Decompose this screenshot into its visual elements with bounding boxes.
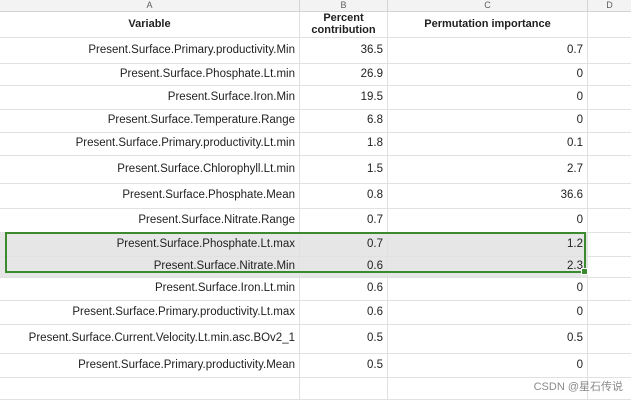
- column-header-c[interactable]: C: [388, 0, 588, 11]
- empty-cell[interactable]: [588, 156, 631, 183]
- percent-contribution-cell[interactable]: 36.5: [300, 38, 388, 63]
- permutation-importance-cell[interactable]: 0.5: [388, 325, 588, 353]
- variable-cell[interactable]: Present.Surface.Phosphate.Mean: [0, 184, 300, 208]
- variable-cell[interactable]: Present.Surface.Phosphate.Lt.min: [0, 64, 300, 85]
- percent-contribution-cell[interactable]: 0.6: [300, 257, 388, 277]
- percent-contribution-cell[interactable]: 0.6: [300, 301, 388, 324]
- empty-cell[interactable]: [588, 209, 631, 232]
- empty-cell[interactable]: [588, 38, 631, 63]
- header-variable[interactable]: Variable: [0, 12, 300, 37]
- percent-contribution-cell[interactable]: 19.5: [300, 86, 388, 109]
- variable-cell[interactable]: Present.Surface.Temperature.Range: [0, 110, 300, 132]
- percent-contribution-cell[interactable]: 0.7: [300, 233, 388, 256]
- variable-cell[interactable]: Present.Surface.Phosphate.Lt.max: [0, 233, 300, 256]
- variable-cell[interactable]: Present.Surface.Primary.productivity.Mea…: [0, 354, 300, 377]
- permutation-importance-cell[interactable]: 2.7: [388, 156, 588, 183]
- permutation-importance-cell[interactable]: 0: [388, 110, 588, 132]
- percent-contribution-cell[interactable]: 1.8: [300, 133, 388, 155]
- empty-cell[interactable]: [588, 233, 631, 256]
- empty-cell[interactable]: [588, 301, 631, 324]
- permutation-importance-cell[interactable]: 0.1: [388, 133, 588, 155]
- empty-cell[interactable]: [588, 86, 631, 109]
- empty-cell[interactable]: [300, 378, 388, 399]
- column-header-bar: A B C D: [0, 0, 631, 12]
- variable-cell[interactable]: Present.Surface.Primary.productivity.Lt.…: [0, 133, 300, 155]
- table-row: Present.Surface.Primary.productivity.Mea…: [0, 354, 631, 378]
- table-row: Present.Surface.Chlorophyll.Lt.min 1.5 2.7: [0, 156, 631, 184]
- table-row: Present.Surface.Current.Velocity.Lt.min.…: [0, 325, 631, 354]
- percent-contribution-cell[interactable]: 0.5: [300, 325, 388, 353]
- variable-cell[interactable]: Present.Surface.Nitrate.Min: [0, 257, 300, 277]
- empty-cell[interactable]: [588, 278, 631, 300]
- variable-cell[interactable]: Present.Surface.Current.Velocity.Lt.min.…: [0, 325, 300, 353]
- variable-cell[interactable]: Present.Surface.Nitrate.Range: [0, 209, 300, 232]
- percent-contribution-cell[interactable]: 0.5: [300, 354, 388, 377]
- empty-cell[interactable]: [588, 325, 631, 353]
- table-row: Present.Surface.Nitrate.Min 0.6 2.3: [0, 257, 631, 278]
- header-permutation-importance[interactable]: Permutation importance: [388, 12, 588, 37]
- percent-contribution-cell[interactable]: 6.8: [300, 110, 388, 132]
- table-row: Present.Surface.Primary.productivity.Lt.…: [0, 301, 631, 325]
- variable-cell[interactable]: Present.Surface.Primary.productivity.Min: [0, 38, 300, 63]
- percent-contribution-cell[interactable]: 26.9: [300, 64, 388, 85]
- variable-cell[interactable]: Present.Surface.Chlorophyll.Lt.min: [0, 156, 300, 183]
- percent-contribution-cell[interactable]: 0.7: [300, 209, 388, 232]
- table-row: Present.Surface.Iron.Min 19.5 0: [0, 86, 631, 110]
- table-row: Present.Surface.Phosphate.Lt.max 0.7 1.2: [0, 233, 631, 257]
- permutation-importance-cell[interactable]: 0: [388, 278, 588, 300]
- column-header-b[interactable]: B: [300, 0, 388, 11]
- percent-contribution-cell[interactable]: 1.5: [300, 156, 388, 183]
- empty-cell[interactable]: [588, 64, 631, 85]
- empty-cell[interactable]: [588, 12, 631, 37]
- permutation-importance-cell[interactable]: 0: [388, 209, 588, 232]
- permutation-importance-cell[interactable]: 2.3: [388, 257, 588, 277]
- empty-cell[interactable]: [588, 184, 631, 208]
- permutation-importance-cell[interactable]: 0: [388, 354, 588, 377]
- variable-cell[interactable]: Present.Surface.Primary.productivity.Lt.…: [0, 301, 300, 324]
- table-row: Present.Surface.Phosphate.Mean 0.8 36.6: [0, 184, 631, 209]
- table-row: Present.Surface.Temperature.Range 6.8 0: [0, 110, 631, 133]
- variable-cell[interactable]: Present.Surface.Iron.Lt.min: [0, 278, 300, 300]
- watermark: CSDN @星石传说: [533, 381, 623, 393]
- table-row: Present.Surface.Primary.productivity.Lt.…: [0, 133, 631, 156]
- empty-cell[interactable]: [388, 378, 588, 399]
- table-row: Present.Surface.Primary.productivity.Min…: [0, 38, 631, 64]
- permutation-importance-cell[interactable]: 0: [388, 64, 588, 85]
- table-row: Present.Surface.Nitrate.Range 0.7 0: [0, 209, 631, 233]
- empty-cell[interactable]: [0, 378, 300, 399]
- empty-cell[interactable]: [588, 110, 631, 132]
- permutation-importance-cell[interactable]: 1.2: [388, 233, 588, 256]
- permutation-importance-cell[interactable]: 0: [388, 301, 588, 324]
- column-header-d[interactable]: D: [606, 0, 613, 10]
- percent-contribution-cell[interactable]: 0.6: [300, 278, 388, 300]
- header-row: Variable Percent contribution Permutatio…: [0, 12, 631, 38]
- variable-cell[interactable]: Present.Surface.Iron.Min: [0, 86, 300, 109]
- permutation-importance-cell[interactable]: 0: [388, 86, 588, 109]
- permutation-importance-cell[interactable]: 0.7: [388, 38, 588, 63]
- table-row: Present.Surface.Iron.Lt.min 0.6 0: [0, 278, 631, 301]
- table-row: Present.Surface.Phosphate.Lt.min 26.9 0: [0, 64, 631, 86]
- empty-cell[interactable]: [588, 354, 631, 377]
- header-percent-contribution[interactable]: Percent contribution: [300, 12, 388, 37]
- empty-cell[interactable]: [588, 133, 631, 155]
- column-header-a[interactable]: A: [0, 0, 300, 11]
- percent-contribution-cell[interactable]: 0.8: [300, 184, 388, 208]
- permutation-importance-cell[interactable]: 36.6: [388, 184, 588, 208]
- empty-cell[interactable]: [588, 257, 631, 277]
